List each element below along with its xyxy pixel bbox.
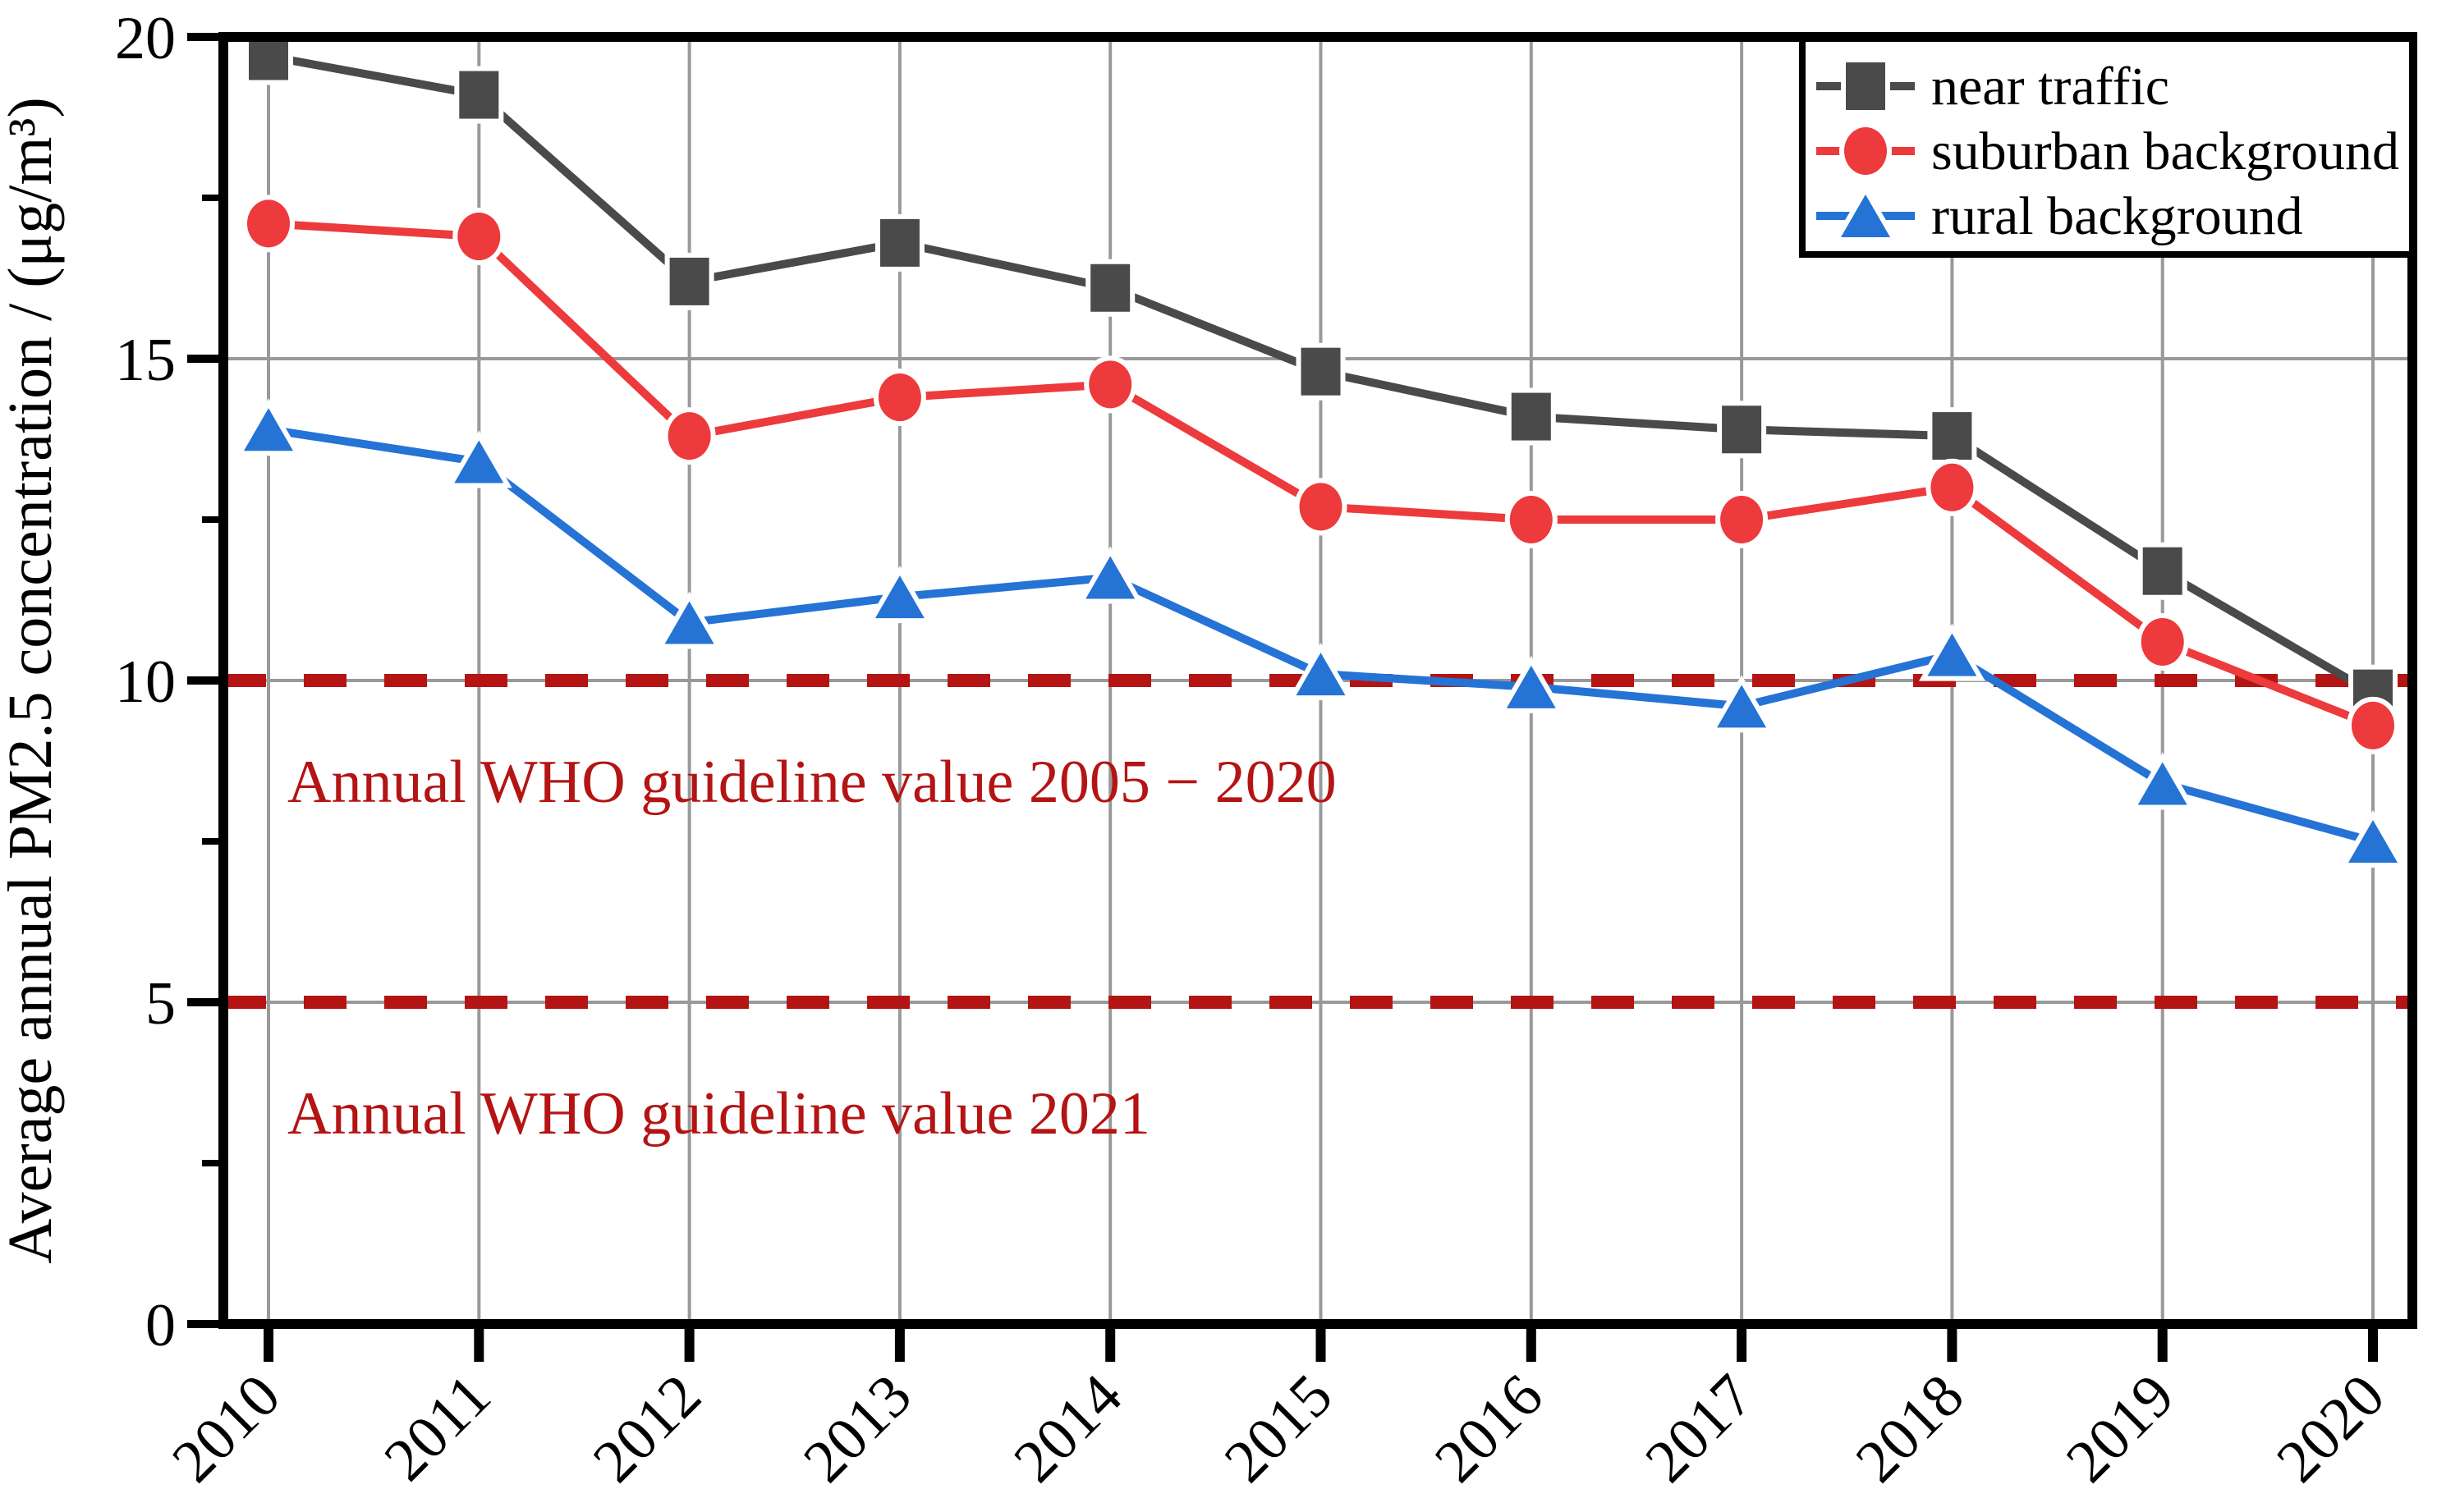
triangle-marker	[1498, 655, 1565, 713]
square-marker	[874, 213, 925, 272]
square-marker	[1717, 401, 1767, 459]
square-marker	[1506, 387, 1556, 446]
y-tick-label: 10	[115, 648, 176, 716]
who-guideline-annotation: Annual WHO guideline value 2005 − 2020	[287, 749, 1337, 816]
circle-marker	[873, 369, 926, 427]
circle-marker	[1715, 491, 1769, 548]
square-marker	[1927, 407, 1977, 465]
triangle-marker	[1708, 675, 1775, 733]
circle-marker	[663, 407, 716, 465]
triangle-marker	[1287, 643, 1354, 701]
who-guideline-annotation: Annual WHO guideline value 2021	[287, 1080, 1150, 1148]
square-marker	[664, 252, 714, 310]
triangle-marker	[235, 398, 302, 456]
circle-marker	[1504, 491, 1558, 548]
legend-label: near traffic	[1931, 57, 2169, 117]
circle-marker	[1839, 122, 1892, 180]
circle-marker	[2136, 612, 2189, 671]
circle-marker	[1925, 458, 1979, 516]
circle-marker	[1084, 355, 1137, 414]
series-square	[244, 27, 2398, 722]
square-marker	[1296, 342, 1346, 401]
y-tick-label: 5	[145, 970, 176, 1038]
square-marker	[2137, 542, 2187, 600]
y-tick-label: 15	[115, 327, 176, 394]
square-marker	[1085, 259, 1136, 317]
legend-label: rural background	[1931, 186, 2303, 246]
y-tick-label: 0	[145, 1292, 176, 1359]
y-tick-label: 20	[115, 5, 176, 72]
triangle-marker	[1076, 546, 1144, 604]
circle-marker	[2347, 696, 2399, 754]
series-triangle	[235, 398, 2407, 868]
circle-marker	[1294, 478, 1347, 536]
triangle-marker	[445, 430, 512, 488]
triangle-marker	[1919, 623, 1985, 681]
circle-marker	[452, 208, 506, 266]
triangle-marker	[2129, 752, 2196, 810]
legend-label: suburban background	[1931, 121, 2399, 181]
triangle-marker	[2339, 809, 2407, 868]
triangle-marker	[656, 591, 723, 649]
y-axis-label: Average annual PM2.5 concentration / (μg…	[0, 97, 65, 1263]
square-marker	[454, 66, 504, 124]
circle-marker	[242, 195, 295, 253]
triangle-marker	[1832, 184, 1899, 242]
square-marker	[1841, 57, 1890, 115]
triangle-marker	[866, 566, 934, 624]
series-circle	[242, 195, 2399, 754]
